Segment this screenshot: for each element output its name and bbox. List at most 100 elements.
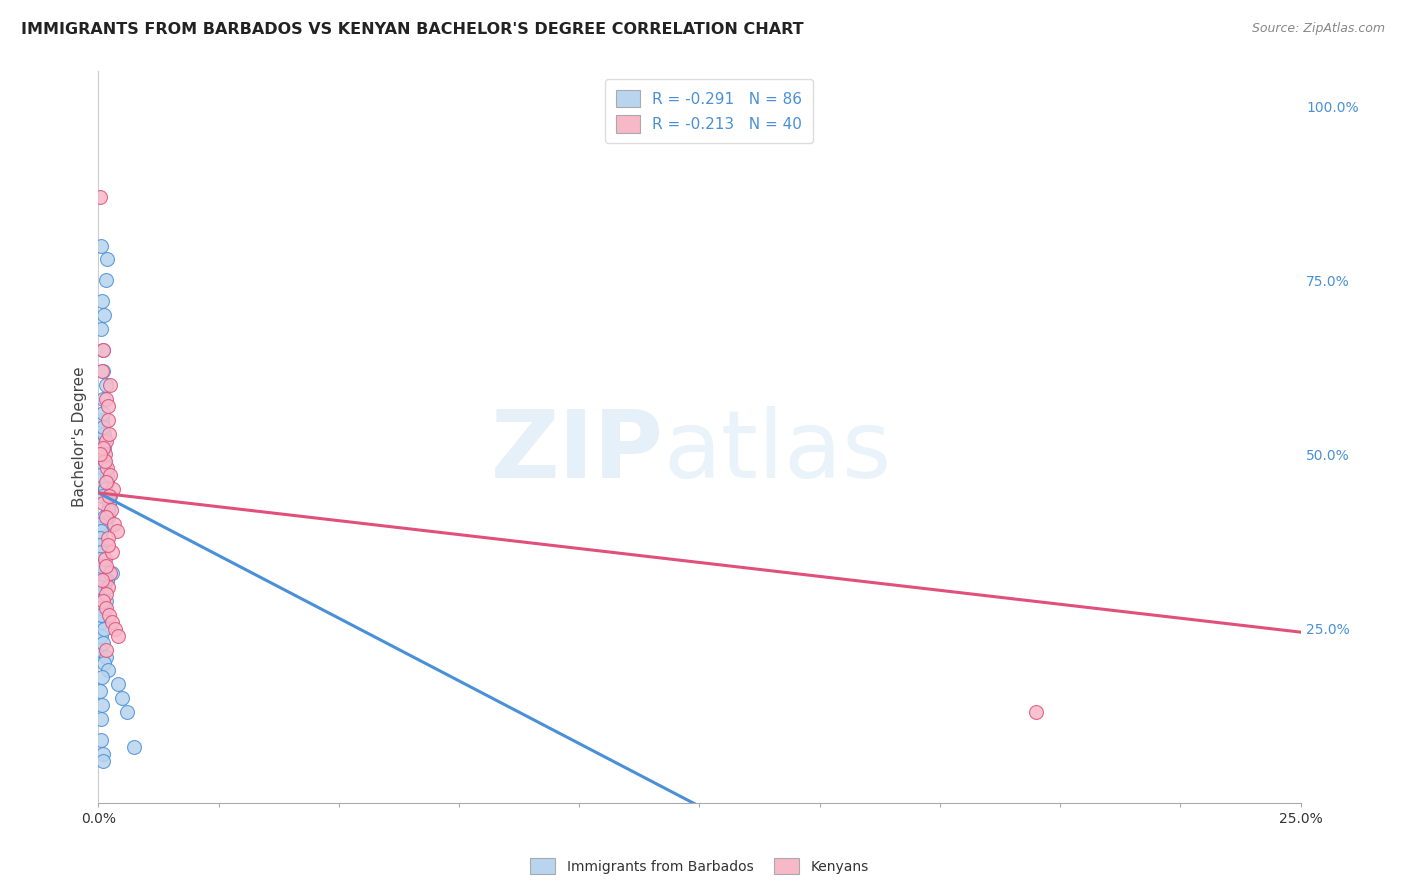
Point bbox=[97, 664, 120, 678]
Point bbox=[90, 558, 112, 573]
Point bbox=[89, 594, 111, 608]
Point bbox=[91, 364, 114, 378]
Point bbox=[1025, 705, 1047, 719]
Y-axis label: Bachelor's Degree: Bachelor's Degree bbox=[72, 367, 87, 508]
Point bbox=[94, 649, 117, 664]
Point bbox=[96, 468, 118, 483]
Point bbox=[91, 587, 114, 601]
Point bbox=[94, 483, 117, 497]
Point bbox=[94, 552, 117, 566]
Point bbox=[90, 545, 112, 559]
Point bbox=[96, 475, 118, 490]
Point bbox=[93, 657, 115, 671]
Point bbox=[93, 580, 115, 594]
Point bbox=[104, 622, 127, 636]
Text: ZIP: ZIP bbox=[491, 406, 664, 498]
Point bbox=[91, 496, 114, 510]
Point bbox=[89, 580, 111, 594]
Point bbox=[90, 531, 112, 545]
Point bbox=[93, 510, 115, 524]
Point bbox=[91, 343, 114, 357]
Point bbox=[94, 642, 117, 657]
Point bbox=[90, 607, 112, 622]
Point bbox=[91, 607, 114, 622]
Point bbox=[94, 392, 117, 406]
Point bbox=[91, 461, 114, 475]
Point bbox=[94, 377, 117, 392]
Point bbox=[89, 600, 111, 615]
Point bbox=[94, 587, 117, 601]
Point bbox=[94, 510, 117, 524]
Point bbox=[97, 412, 120, 426]
Text: Source: ZipAtlas.com: Source: ZipAtlas.com bbox=[1251, 22, 1385, 36]
Point bbox=[97, 399, 120, 413]
Point bbox=[98, 566, 121, 580]
Point bbox=[98, 607, 121, 622]
Point bbox=[100, 489, 122, 503]
Point bbox=[97, 531, 120, 545]
Point bbox=[91, 670, 114, 684]
Legend: Immigrants from Barbados, Kenyans: Immigrants from Barbados, Kenyans bbox=[524, 853, 875, 880]
Point bbox=[91, 406, 114, 420]
Point bbox=[89, 448, 111, 462]
Point bbox=[94, 573, 117, 587]
Point bbox=[101, 545, 124, 559]
Point bbox=[96, 573, 118, 587]
Point bbox=[93, 308, 115, 322]
Point bbox=[93, 434, 115, 448]
Point bbox=[94, 483, 117, 497]
Point bbox=[91, 754, 114, 768]
Point bbox=[97, 580, 120, 594]
Point bbox=[94, 594, 117, 608]
Point bbox=[124, 740, 146, 755]
Point bbox=[91, 635, 114, 649]
Point bbox=[90, 322, 112, 336]
Point bbox=[93, 558, 115, 573]
Point bbox=[89, 642, 111, 657]
Point bbox=[91, 364, 114, 378]
Point bbox=[90, 712, 112, 726]
Point bbox=[89, 538, 111, 552]
Point bbox=[91, 412, 114, 426]
Point bbox=[90, 524, 112, 538]
Point bbox=[97, 510, 120, 524]
Point bbox=[98, 468, 121, 483]
Point bbox=[93, 454, 115, 468]
Text: IMMIGRANTS FROM BARBADOS VS KENYAN BACHELOR'S DEGREE CORRELATION CHART: IMMIGRANTS FROM BARBADOS VS KENYAN BACHE… bbox=[21, 22, 804, 37]
Point bbox=[91, 419, 114, 434]
Point bbox=[105, 524, 128, 538]
Point bbox=[91, 545, 114, 559]
Point bbox=[91, 552, 114, 566]
Text: atlas: atlas bbox=[664, 406, 891, 498]
Point bbox=[91, 594, 114, 608]
Point bbox=[89, 531, 111, 545]
Point bbox=[89, 684, 111, 698]
Point bbox=[91, 615, 114, 629]
Point bbox=[89, 552, 111, 566]
Point bbox=[107, 629, 129, 643]
Point bbox=[94, 475, 117, 490]
Point bbox=[89, 448, 111, 462]
Point bbox=[91, 573, 114, 587]
Point bbox=[94, 600, 117, 615]
Point bbox=[93, 426, 115, 441]
Point bbox=[96, 573, 118, 587]
Point bbox=[94, 517, 117, 532]
Point bbox=[101, 615, 124, 629]
Point bbox=[91, 441, 114, 455]
Point bbox=[91, 294, 114, 309]
Point bbox=[107, 677, 129, 691]
Point bbox=[94, 434, 117, 448]
Point bbox=[97, 503, 120, 517]
Point bbox=[98, 496, 121, 510]
Point bbox=[100, 503, 122, 517]
Point bbox=[91, 698, 114, 713]
Point bbox=[93, 461, 115, 475]
Point bbox=[98, 496, 121, 510]
Point bbox=[90, 629, 112, 643]
Point bbox=[91, 538, 114, 552]
Point bbox=[89, 468, 111, 483]
Point bbox=[91, 747, 114, 761]
Point bbox=[91, 343, 114, 357]
Point bbox=[96, 252, 118, 267]
